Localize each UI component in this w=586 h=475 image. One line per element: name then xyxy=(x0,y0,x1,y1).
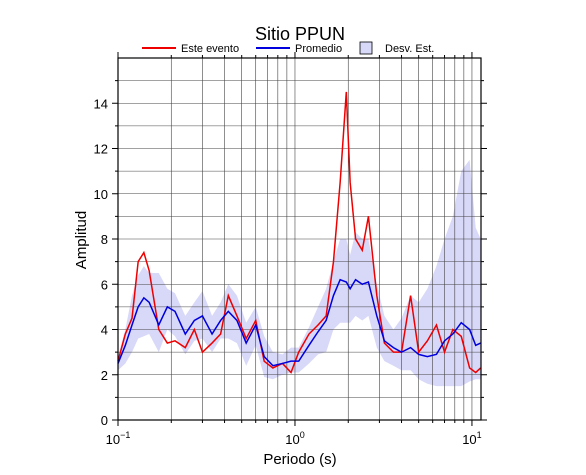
x-axis-label: Periodo (s) xyxy=(263,451,336,468)
x-tick-exponent: −1 xyxy=(120,430,130,440)
legend-label: Este evento xyxy=(181,43,239,55)
x-tick-exponent: 1 xyxy=(477,430,482,440)
legend-label: Promedio xyxy=(295,43,342,55)
x-tick-base: 10 xyxy=(285,432,299,447)
y-axis-label: Amplitud xyxy=(73,211,90,269)
y-tick-label: 10 xyxy=(94,187,108,202)
chart-title: Sitio PPUN xyxy=(255,24,345,44)
series-line xyxy=(117,278,481,367)
x-tick-label: 101 xyxy=(462,430,481,447)
x-tick-label: 10−1 xyxy=(106,430,131,447)
y-tick-label: 0 xyxy=(101,413,108,428)
y-tick-label: 2 xyxy=(101,368,108,383)
y-tick-label: 14 xyxy=(94,96,108,111)
y-tick-label: 8 xyxy=(101,232,108,247)
y-tick-label: 4 xyxy=(101,323,108,338)
legend-swatch xyxy=(359,41,373,55)
x-tick-base: 10 xyxy=(462,432,476,447)
y-tick-label: 12 xyxy=(94,142,108,157)
y-tick-label: 6 xyxy=(101,277,108,292)
x-tick-base: 10 xyxy=(106,432,120,447)
series-line xyxy=(117,91,482,374)
x-tick-label: 100 xyxy=(285,430,304,447)
legend-label: Desv. Est. xyxy=(385,43,434,55)
x-tick-exponent: 0 xyxy=(300,430,305,440)
